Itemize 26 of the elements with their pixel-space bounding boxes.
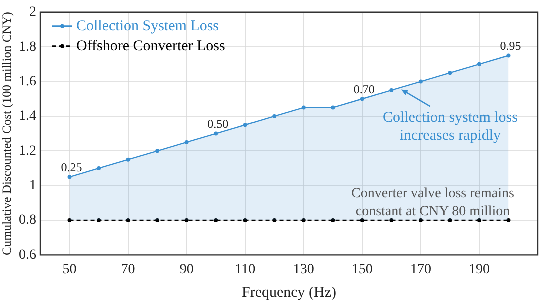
y-tick-label: 1.2	[19, 144, 36, 159]
x-tick-label: 190	[468, 262, 490, 278]
legend-label: Collection System Loss	[76, 18, 220, 34]
y-tick-label: 0.8	[19, 213, 36, 228]
x-axis-title: Frequency (Hz)	[242, 284, 337, 301]
x-tick-label: 70	[121, 262, 136, 278]
y-axis-title: Cumulative Discounted Cost (100 million CNY)	[0, 12, 14, 256]
y-tick-label: 1.8	[19, 40, 36, 55]
x-tick-label: 90	[180, 262, 194, 278]
y-tick-label: 1.4	[19, 109, 36, 124]
x-tick-label: 110	[235, 262, 256, 278]
annotation: 0.70	[354, 82, 375, 96]
annotation: Collection system loss increases rapidly	[382, 110, 518, 144]
legend-label: Offshore Converter Loss	[76, 38, 226, 54]
annotation: 0.25	[61, 160, 82, 174]
x-tick-label: 150	[352, 262, 373, 278]
y-tick-label: 1.6	[19, 74, 36, 90]
x-tick-label: 170	[410, 262, 432, 278]
x-tick-label: 130	[293, 262, 314, 278]
y-tick-label: 1	[30, 178, 36, 194]
annotation: 0.50	[208, 116, 229, 131]
x-tick-label: 50	[62, 262, 77, 278]
annotation: 0.95	[500, 38, 522, 53]
annotation: Converter valve loss remains constant at CNY 80 million	[352, 186, 514, 220]
y-tick-label: 0.6	[19, 248, 36, 263]
y-tick-label: 2	[30, 5, 36, 20]
